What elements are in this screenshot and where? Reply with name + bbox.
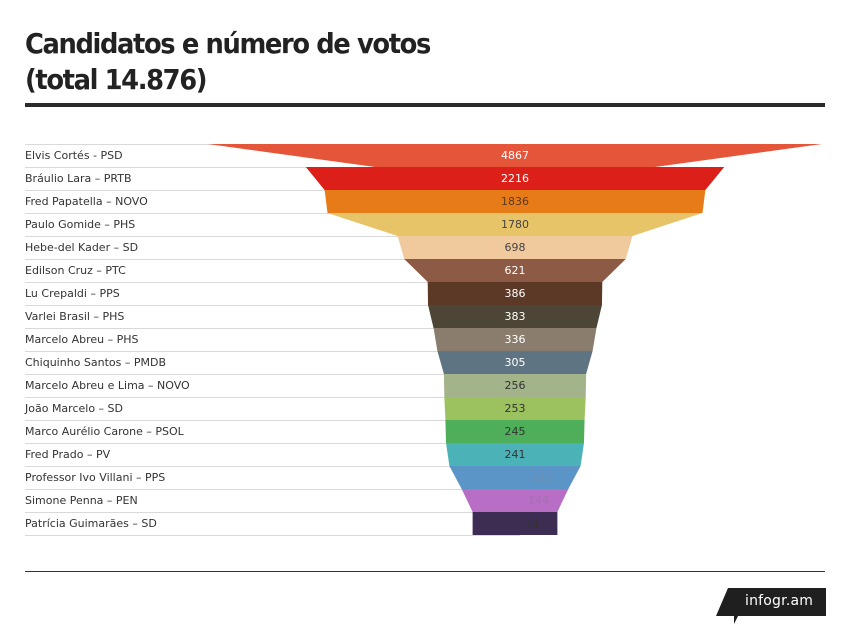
funnel-segment[interactable] [449, 466, 581, 489]
footer-divider [25, 571, 825, 572]
value-label: 386 [505, 287, 526, 300]
value-label: 336 [505, 333, 526, 346]
category-label: Fred Prado – PV [25, 448, 111, 461]
category-label: Edilson Cruz – PTC [25, 264, 126, 277]
category-label: Varlei Brasil – PHS [25, 310, 124, 323]
funnel-segment[interactable] [437, 351, 593, 374]
funnel-segment[interactable] [208, 144, 822, 167]
funnel-segment[interactable] [445, 420, 585, 443]
infogram-logo-text[interactable]: infogr.am [745, 593, 814, 609]
funnel-segment[interactable] [461, 489, 569, 512]
funnel-segment[interactable] [305, 167, 725, 190]
category-label: Fred Papatella – NOVO [25, 195, 148, 208]
category-label: Chiquinho Santos – PMDB [25, 356, 166, 369]
title-divider [25, 103, 825, 107]
chart-title-line-2: (total 14.876) [25, 63, 208, 96]
funnel-chart: Elvis Cortés - PSD 4867 Bráulio Lara – PRT… [24, 144, 822, 536]
category-label: João Marcelo – SD [24, 402, 123, 415]
funnel-segment[interactable] [444, 397, 586, 420]
value-label: 698 [505, 241, 526, 254]
funnel-segment[interactable] [472, 512, 558, 535]
category-label: Lu Crepaldi – PPS [25, 287, 120, 300]
funnel-segment[interactable] [327, 213, 703, 236]
category-label: Professor Ivo Villani – PPS [25, 471, 165, 484]
value-label: 144 [528, 494, 549, 507]
category-label: Hebe-del Kader – SD [25, 241, 138, 254]
funnel-segment[interactable] [433, 328, 597, 351]
value-label: 241 [505, 448, 526, 461]
category-label: Marcelo Abreu e Lima – NOVO [25, 379, 190, 392]
category-label: Marco Aurélio Carone – PSOL [25, 425, 185, 438]
category-label: Patrícia Guimarães – SD [25, 517, 157, 530]
funnel-segment[interactable] [427, 282, 603, 305]
category-label: Bráulio Lara – PRTB [25, 172, 132, 185]
chart-title-line-1: Candidatos e número de votos [25, 27, 431, 60]
value-label: 218 [532, 471, 553, 484]
category-label: Simone Penna – PEN [25, 494, 138, 507]
value-label: 256 [505, 379, 526, 392]
chart-title: Candidatos e número de votos (total 14.8… [25, 26, 761, 98]
value-label: 253 [505, 402, 526, 415]
value-label: 91 [526, 517, 540, 530]
category-label: Paulo Gomide – PHS [25, 218, 135, 231]
value-label: 1780 [501, 218, 529, 231]
funnel-segment[interactable] [397, 236, 633, 259]
value-label: 383 [505, 310, 526, 323]
value-label: 1836 [501, 195, 529, 208]
value-label: 2216 [501, 172, 529, 185]
funnel-segment[interactable] [428, 305, 602, 328]
value-label: 4867 [501, 149, 529, 162]
funnel-segment[interactable] [404, 259, 626, 282]
funnel-segment[interactable] [446, 443, 584, 466]
infogram-logo-badge[interactable] [716, 588, 826, 624]
funnel-segment[interactable] [324, 190, 706, 213]
value-label: 245 [505, 425, 526, 438]
value-label: 621 [505, 264, 526, 277]
category-label: Elvis Cortés - PSD [25, 149, 123, 162]
category-label: Marcelo Abreu – PHS [25, 333, 139, 346]
funnel-segment[interactable] [443, 374, 587, 397]
value-label: 305 [505, 356, 526, 369]
